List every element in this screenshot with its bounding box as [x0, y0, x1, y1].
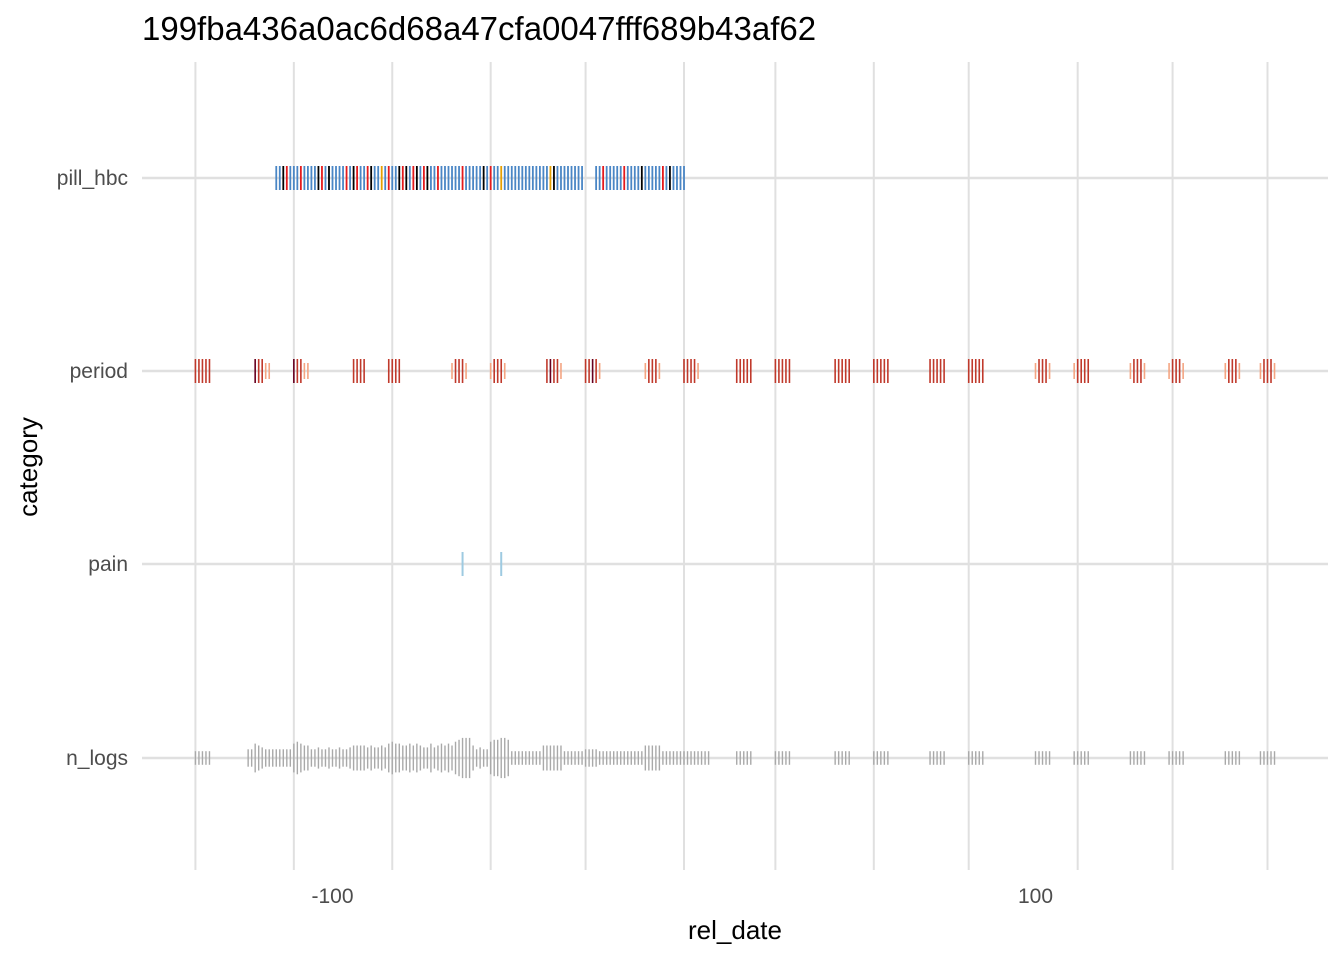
y-tick-label: pill_hbc — [57, 167, 128, 190]
y-tick-label: n_logs — [66, 747, 128, 770]
y-tick-label: pain — [88, 553, 128, 576]
y-axis-title: category — [13, 417, 43, 517]
marks-layer — [194, 166, 1276, 779]
chart-title: 199fba436a0ac6d68a47cfa0047fff689b43af62 — [142, 10, 816, 47]
x-axis-labels: -100 100 — [311, 885, 1053, 908]
x-axis-title: rel_date — [688, 915, 782, 945]
x-tick-label: -100 — [311, 885, 353, 908]
y-tick-label: period — [70, 360, 128, 383]
grid-layer — [142, 62, 1328, 870]
x-tick-label: 100 — [1018, 885, 1053, 908]
